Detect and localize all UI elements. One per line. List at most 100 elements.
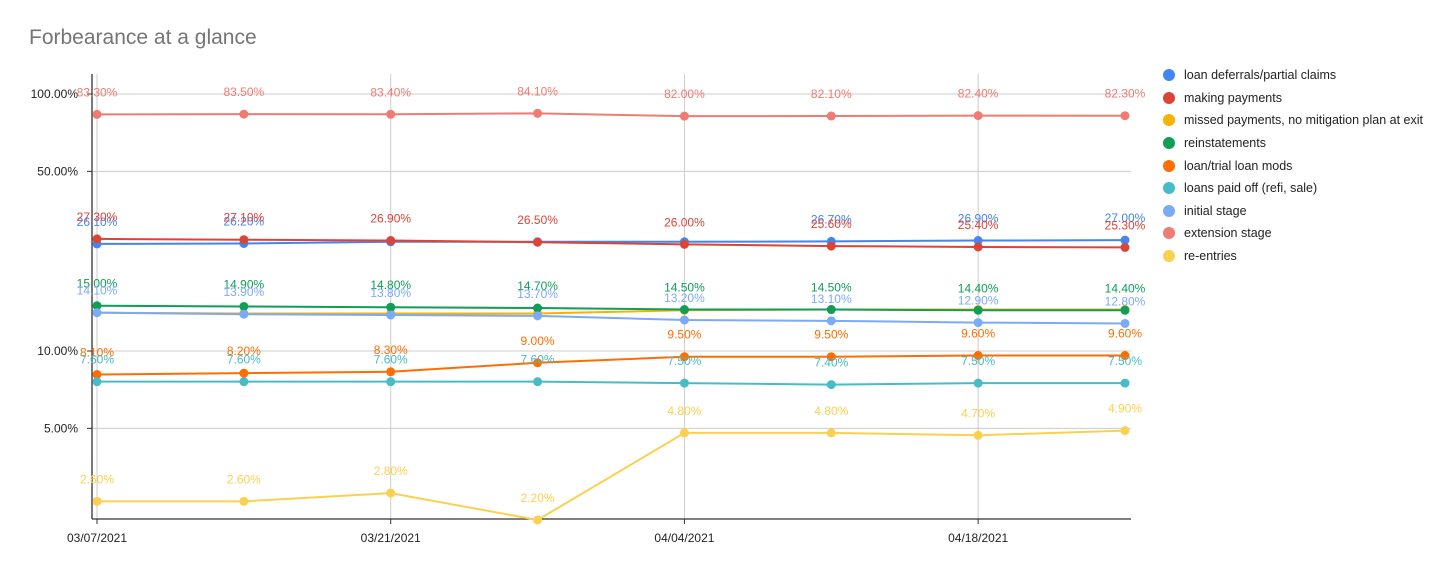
data-label-initial-stage: 13.70% xyxy=(517,287,558,301)
data-point-re-entries xyxy=(1120,426,1130,436)
data-point-loan-trial-loan-mods xyxy=(239,368,249,378)
data-label-extension-stage: 84.10% xyxy=(517,84,558,98)
data-label-re-entries: 2.20% xyxy=(521,491,555,505)
data-label-loan-trial-loan-mods: 9.00% xyxy=(521,334,555,348)
data-label-loans-paid-off-refi-sale: 7.50% xyxy=(1108,354,1142,368)
data-point-re-entries xyxy=(826,428,836,438)
data-point-making-payments xyxy=(973,242,983,252)
series-line-extension-stage xyxy=(96,112,1126,118)
data-label-initial-stage: 13.90% xyxy=(224,285,265,299)
data-point-reinstatements xyxy=(533,303,543,313)
legend-label: loan/trial loan mods xyxy=(1184,158,1293,173)
legend-label: reinstatements xyxy=(1184,136,1266,151)
x-tick-label: 04/04/2021 xyxy=(654,531,714,545)
data-point-extension-stage xyxy=(92,109,102,119)
data-label-making-payments: 25.60% xyxy=(811,217,852,231)
data-point-initial-stage xyxy=(533,311,543,321)
data-point-re-entries xyxy=(533,515,543,525)
legend-marker xyxy=(1163,137,1175,150)
data-point-making-payments xyxy=(92,234,102,244)
data-label-making-payments: 27.30% xyxy=(77,210,118,224)
data-label-re-entries: 2.80% xyxy=(374,464,408,478)
legend-item: loan/trial loan mods xyxy=(1163,154,1423,177)
legend-label: extension stage xyxy=(1184,226,1272,241)
data-label-making-payments: 27.10% xyxy=(224,211,265,225)
data-label-re-entries: 4.90% xyxy=(1108,402,1142,416)
legend-label: loans paid off (refi, sale) xyxy=(1184,181,1318,196)
legend-item: loan deferrals/partial claims xyxy=(1163,64,1423,87)
legend-label: loan deferrals/partial claims xyxy=(1184,68,1337,83)
data-point-reinstatements xyxy=(92,301,102,311)
data-label-loans-paid-off-refi-sale: 7.60% xyxy=(521,353,555,367)
chart-legend: loan deferrals/partial claims making paym… xyxy=(1163,64,1423,267)
data-point-making-payments xyxy=(1120,242,1130,252)
data-point-initial-stage xyxy=(92,308,102,318)
data-point-reinstatements xyxy=(679,305,689,315)
legend-item: re-entries xyxy=(1163,245,1423,268)
legend-marker xyxy=(1163,204,1175,217)
data-label-loan-trial-loan-mods: 8.10% xyxy=(80,346,114,360)
data-label-initial-stage: 13.80% xyxy=(370,286,411,300)
data-point-loans-paid-off-refi-sale xyxy=(826,380,836,390)
data-label-initial-stage: 13.10% xyxy=(811,292,852,306)
data-label-loan-deferrals-partial-claims: 27.00% xyxy=(1105,211,1146,225)
data-label-loans-paid-off-refi-sale: 7.50% xyxy=(667,354,701,368)
legend-item: missed payments, no mitigation plan at e… xyxy=(1163,109,1423,132)
data-point-making-payments xyxy=(679,239,689,249)
series-line-reinstatements xyxy=(96,304,1125,312)
data-label-loan-deferrals-partial-claims: 26.10% xyxy=(77,215,118,229)
data-label-making-payments: 25.40% xyxy=(958,218,999,232)
legend-label: initial stage xyxy=(1184,203,1247,218)
y-tick-label: 5.00% xyxy=(44,421,78,435)
data-point-making-payments xyxy=(386,236,396,246)
data-point-extension-stage xyxy=(533,108,543,118)
legend-marker xyxy=(1163,69,1175,82)
data-label-initial-stage: 13.20% xyxy=(664,291,705,305)
data-point-making-payments xyxy=(533,237,543,247)
data-point-reinstatements xyxy=(1120,305,1130,315)
data-label-reinstatements: 14.40% xyxy=(958,281,999,295)
data-label-extension-stage: 83.30% xyxy=(77,85,118,99)
data-point-loan-deferrals-partial-claims xyxy=(1120,235,1130,245)
data-point-reinstatements xyxy=(826,305,836,315)
data-label-reinstatements: 14.90% xyxy=(224,277,265,291)
data-label-loans-paid-off-refi-sale: 7.50% xyxy=(961,354,995,368)
legend-marker xyxy=(1163,182,1175,195)
data-label-extension-stage: 82.10% xyxy=(811,87,852,101)
data-point-reinstatements xyxy=(973,305,983,315)
chart-title: Forbearance at a glance xyxy=(29,26,257,49)
data-point-initial-stage xyxy=(386,310,396,320)
data-point-initial-stage xyxy=(239,309,249,319)
series-line-initial-stage xyxy=(96,311,1126,325)
data-label-extension-stage: 82.30% xyxy=(1105,87,1146,101)
data-label-extension-stage: 82.40% xyxy=(958,87,999,101)
legend-label: re-entries xyxy=(1184,249,1237,264)
data-point-loans-paid-off-refi-sale xyxy=(386,377,396,387)
data-label-re-entries: 4.80% xyxy=(814,404,848,418)
data-label-reinstatements: 14.50% xyxy=(664,281,705,295)
data-label-loans-paid-off-refi-sale: 7.60% xyxy=(374,353,408,367)
data-label-making-payments: 26.00% xyxy=(664,215,705,229)
data-label-loan-trial-loan-mods: 8.30% xyxy=(374,343,408,357)
x-tick-label: 03/07/2021 xyxy=(67,531,127,545)
data-label-making-payments: 25.30% xyxy=(1105,218,1146,232)
data-label-loan-deferrals-partial-claims: 26.90% xyxy=(958,212,999,226)
data-point-loan-trial-loan-mods xyxy=(1120,351,1130,361)
data-point-loan-trial-loan-mods xyxy=(533,358,543,368)
data-point-initial-stage xyxy=(679,315,689,325)
legend-marker xyxy=(1163,114,1175,127)
data-point-re-entries xyxy=(386,488,396,498)
y-tick-label: 100.00% xyxy=(31,87,79,101)
data-point-loan-trial-loan-mods xyxy=(826,352,836,362)
data-label-loan-deferrals-partial-claims: 26.70% xyxy=(811,212,852,226)
legend-marker xyxy=(1163,227,1175,240)
data-label-reinstatements: 14.40% xyxy=(1105,281,1146,295)
data-point-extension-stage xyxy=(826,111,836,121)
data-label-making-payments: 26.90% xyxy=(370,212,411,226)
data-point-making-payments xyxy=(239,235,249,245)
y-tick-label: 50.00% xyxy=(37,164,78,178)
legend-label: making payments xyxy=(1184,90,1282,105)
x-tick-label: 03/21/2021 xyxy=(361,531,421,545)
data-point-initial-stage xyxy=(973,318,983,328)
